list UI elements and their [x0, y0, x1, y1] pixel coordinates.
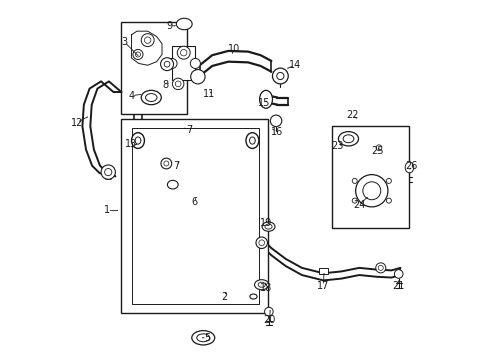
Text: 15: 15 — [258, 98, 270, 108]
Text: 25: 25 — [370, 146, 383, 156]
Bar — [332, 126, 408, 228]
Ellipse shape — [394, 270, 402, 278]
Bar — [121, 119, 267, 313]
Ellipse shape — [343, 135, 353, 143]
Ellipse shape — [133, 49, 142, 59]
Text: 24: 24 — [352, 200, 365, 210]
Text: 8: 8 — [162, 80, 168, 90]
Text: 17: 17 — [317, 281, 329, 291]
Ellipse shape — [378, 265, 383, 270]
Ellipse shape — [160, 58, 173, 71]
Text: 16: 16 — [270, 127, 283, 136]
Ellipse shape — [196, 334, 209, 342]
Ellipse shape — [276, 72, 284, 80]
Ellipse shape — [167, 58, 177, 68]
Text: 18: 18 — [259, 283, 272, 293]
Ellipse shape — [163, 161, 168, 166]
Ellipse shape — [141, 90, 161, 105]
Text: 23: 23 — [331, 141, 343, 151]
Ellipse shape — [245, 133, 258, 148]
Text: 26: 26 — [404, 161, 417, 171]
Ellipse shape — [351, 198, 357, 203]
Text: 19: 19 — [259, 218, 272, 228]
Ellipse shape — [249, 294, 257, 299]
Ellipse shape — [362, 182, 380, 200]
Bar — [131, 128, 258, 304]
Ellipse shape — [386, 179, 390, 183]
Text: 13: 13 — [125, 139, 138, 149]
Ellipse shape — [101, 165, 115, 179]
Text: 2: 2 — [221, 292, 227, 302]
Ellipse shape — [262, 222, 274, 231]
Ellipse shape — [191, 330, 214, 345]
Ellipse shape — [141, 34, 154, 46]
Ellipse shape — [405, 162, 413, 173]
Ellipse shape — [264, 307, 273, 316]
Text: 9: 9 — [166, 21, 172, 31]
Ellipse shape — [167, 180, 178, 189]
Ellipse shape — [264, 224, 271, 229]
Ellipse shape — [254, 280, 268, 290]
Ellipse shape — [375, 145, 381, 150]
Ellipse shape — [351, 179, 357, 183]
Ellipse shape — [386, 198, 390, 203]
Text: 10: 10 — [227, 44, 240, 54]
Ellipse shape — [190, 69, 204, 84]
Text: 5: 5 — [203, 333, 209, 343]
Ellipse shape — [272, 68, 287, 84]
Ellipse shape — [177, 46, 190, 59]
Ellipse shape — [270, 115, 281, 127]
Text: 4: 4 — [128, 91, 134, 101]
Text: 11: 11 — [202, 89, 214, 99]
Ellipse shape — [355, 175, 387, 207]
Ellipse shape — [144, 37, 151, 43]
Text: 3: 3 — [121, 37, 127, 47]
Ellipse shape — [164, 61, 169, 67]
Bar — [121, 22, 187, 114]
Text: 1: 1 — [104, 206, 110, 216]
Text: 12: 12 — [70, 118, 82, 128]
Ellipse shape — [375, 263, 385, 273]
Ellipse shape — [145, 94, 157, 102]
Text: 7: 7 — [173, 161, 179, 171]
Ellipse shape — [135, 137, 141, 144]
Ellipse shape — [135, 52, 140, 57]
Text: 7: 7 — [185, 125, 192, 135]
Ellipse shape — [258, 282, 265, 287]
Ellipse shape — [259, 90, 272, 108]
Ellipse shape — [258, 240, 264, 246]
Ellipse shape — [161, 158, 171, 169]
Ellipse shape — [172, 78, 183, 90]
Text: 14: 14 — [288, 60, 300, 70]
Ellipse shape — [249, 137, 255, 144]
Ellipse shape — [104, 168, 112, 176]
Ellipse shape — [190, 58, 200, 68]
Ellipse shape — [255, 237, 267, 248]
Bar — [172, 45, 195, 80]
Ellipse shape — [338, 132, 358, 146]
Text: 6: 6 — [191, 197, 197, 207]
Ellipse shape — [180, 49, 186, 56]
Ellipse shape — [176, 18, 192, 30]
Ellipse shape — [175, 81, 181, 87]
Text: 22: 22 — [345, 111, 358, 121]
Bar — [319, 268, 327, 274]
Ellipse shape — [131, 133, 144, 148]
Text: 21: 21 — [392, 281, 404, 291]
Text: 20: 20 — [263, 315, 275, 325]
